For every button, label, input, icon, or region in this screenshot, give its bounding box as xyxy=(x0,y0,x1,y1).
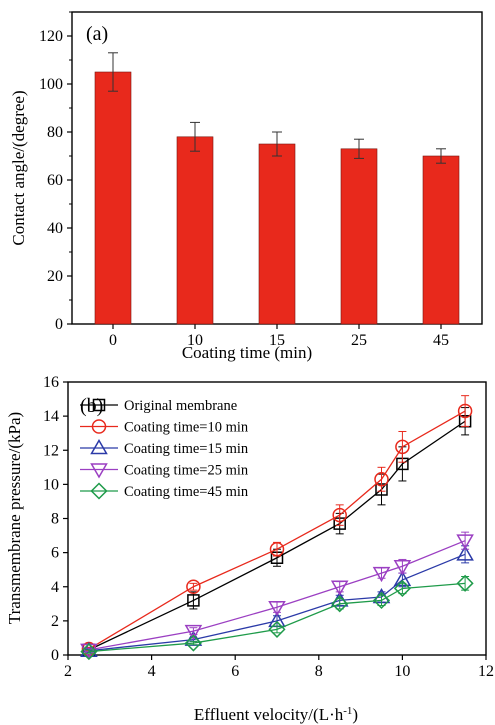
panel-a-x-axis-label: Coating time (min) xyxy=(182,343,312,362)
data-point xyxy=(456,545,474,561)
x-axis-label-end: ) xyxy=(352,705,358,724)
y-tick-label: 16 xyxy=(43,374,59,391)
data-point xyxy=(456,534,474,550)
legend-label: Coating time=15 min xyxy=(124,441,249,457)
panel-a-bar-chart: (a) 0 20 40 60 80 100 120 0 10 15 25 45 Coating ti… xyxy=(9,11,483,362)
panel-b-y-axis: 0 2 4 6 8 10 12 14 16 xyxy=(43,374,68,664)
data-point xyxy=(372,591,391,609)
data-point xyxy=(393,579,411,598)
y-tick-label: 2 xyxy=(51,613,59,630)
x-tick-label: 10 xyxy=(187,332,203,349)
data-point xyxy=(332,507,347,523)
legend-marker xyxy=(90,463,108,479)
panel-a-x-axis: 0 10 15 25 45 xyxy=(109,324,449,349)
data-point xyxy=(186,579,201,594)
panel-a-label: (a) xyxy=(86,23,108,45)
bar xyxy=(176,136,214,325)
y-tick-label: 10 xyxy=(43,476,59,493)
panel-b-y-axis-label: Transmembrane pressure/(kPa) xyxy=(5,412,24,624)
panel-a-y-axis: 0 20 40 60 80 100 120 xyxy=(39,11,72,333)
y-tick-label: 8 xyxy=(51,511,59,528)
panel-a-bars xyxy=(94,52,460,325)
y-tick-label: 0 xyxy=(51,647,59,664)
data-point xyxy=(457,403,473,419)
panel-b-x-axis-label: Effluent velocity/(L·h-1) xyxy=(194,705,358,724)
x-tick-label: 25 xyxy=(351,332,367,349)
y-tick-label: 20 xyxy=(47,268,63,285)
data-point xyxy=(331,595,349,613)
y-tick-label: 12 xyxy=(43,442,59,459)
x-tick-label: 45 xyxy=(433,332,449,349)
legend-marker xyxy=(90,438,108,455)
x-tick-label: 0 xyxy=(109,332,117,349)
data-point xyxy=(269,541,285,557)
data-point xyxy=(395,439,410,455)
data-point xyxy=(372,566,391,583)
y-tick-label: 40 xyxy=(47,220,63,237)
series-3 xyxy=(80,531,474,659)
bar xyxy=(258,143,296,325)
data-point xyxy=(184,634,202,652)
y-tick-label: 6 xyxy=(51,545,59,562)
data-point xyxy=(330,580,349,596)
data-point xyxy=(268,600,286,617)
bar xyxy=(422,155,460,325)
x-tick-label: 15 xyxy=(269,332,285,349)
data-point xyxy=(268,620,286,638)
x-tick-label: 2 xyxy=(64,663,72,680)
y-tick-label: 4 xyxy=(51,579,59,596)
x-tick-label: 10 xyxy=(394,663,410,680)
bar xyxy=(94,71,132,325)
legend-marker xyxy=(92,398,106,412)
data-point xyxy=(80,643,98,661)
series-4 xyxy=(80,574,474,661)
legend-marker xyxy=(91,419,107,434)
y-tick-label: 0 xyxy=(55,316,63,333)
y-tick-label: 60 xyxy=(47,172,63,189)
y-tick-label: 14 xyxy=(43,408,59,425)
legend-label: Coating time=25 min xyxy=(124,463,249,479)
data-point xyxy=(374,472,389,487)
data-point xyxy=(393,560,412,576)
x-tick-label: 6 xyxy=(231,663,239,680)
legend-label: Coating time=45 min xyxy=(124,484,249,500)
panel-b-label: (b) xyxy=(80,395,103,417)
bar xyxy=(340,148,378,325)
panel-b-legend: Original membrane Coating time=10 min Coat… xyxy=(80,398,249,500)
panel-a-y-axis-label: Contact angle/(degree) xyxy=(9,90,28,245)
data-point xyxy=(187,594,200,607)
x-axis-label-sup: -1 xyxy=(343,705,352,717)
x-tick-label: 8 xyxy=(315,663,323,680)
legend-label: Coating time=10 min xyxy=(124,420,249,436)
y-tick-label: 100 xyxy=(39,76,63,93)
data-point xyxy=(184,624,203,641)
data-point xyxy=(456,574,474,592)
legend-label: Original membrane xyxy=(124,398,237,414)
x-axis-label-main: Effluent velocity/(L·h xyxy=(194,705,344,724)
panel-b-x-axis: 2 4 6 8 10 12 xyxy=(64,655,494,680)
panel-b-series xyxy=(80,395,474,661)
y-tick-label: 120 xyxy=(39,28,63,45)
x-tick-label: 12 xyxy=(478,663,494,680)
legend-marker xyxy=(90,482,108,500)
y-tick-label: 80 xyxy=(47,124,63,141)
x-tick-label: 4 xyxy=(148,663,156,680)
